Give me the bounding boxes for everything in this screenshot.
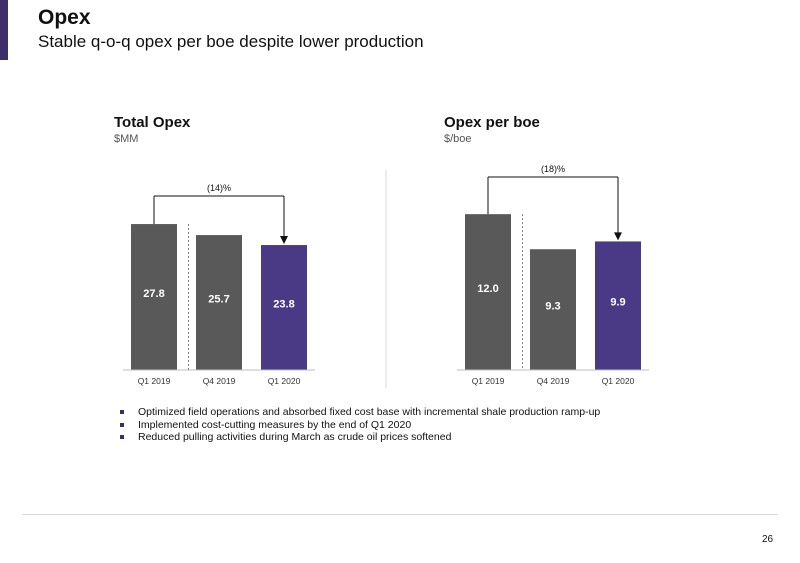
page-number: 26	[762, 534, 774, 545]
total-opex-bar	[261, 245, 307, 370]
bullet-list: Optimized field operations and absorbed …	[120, 406, 600, 444]
total-opex-category-label: Q1 2019	[138, 376, 171, 386]
opex-per-boe-category-label: Q4 2019	[537, 376, 570, 386]
bullet-item: Optimized field operations and absorbed …	[120, 406, 600, 419]
opex-per-boe-value-label: 9.9	[610, 297, 625, 309]
total-opex-category-label: Q1 2020	[268, 376, 301, 386]
opex-per-boe-category-label: Q1 2020	[602, 376, 635, 386]
opex-per-boe-arrowhead-icon	[614, 232, 622, 241]
opex-per-boe-bar	[465, 214, 511, 370]
total-opex-change-label: (14)%	[207, 183, 231, 193]
opex-per-boe-header: Opex per boe $/boe	[444, 114, 540, 145]
bullet-square-icon	[120, 435, 124, 440]
total-opex-header: Total Opex $MM	[114, 114, 190, 145]
opex-per-boe-title: Opex per boe	[444, 114, 540, 131]
opex-per-boe-unit: $/boe	[444, 133, 472, 145]
total-opex-title: Total Opex	[114, 114, 191, 131]
total-opex-unit: $MM	[114, 133, 139, 145]
bullet-square-icon	[120, 410, 124, 415]
total-opex-bar	[196, 235, 242, 370]
opex-per-boe-value-label: 9.3	[545, 301, 560, 313]
total-opex-category-label: Q4 2019	[203, 376, 236, 386]
accent-bar	[0, 0, 8, 60]
bullet-item: Implemented cost-cutting measures by the…	[120, 419, 600, 432]
opex-per-boe-bar	[530, 249, 576, 370]
total-opex-value-label: 27.8	[143, 288, 164, 300]
opex-per-boe-value-label: 12.0	[477, 283, 498, 295]
opex-per-boe-change-label: (18)%	[541, 164, 565, 174]
bullet-square-icon	[120, 422, 124, 427]
page-subtitle: Stable q-o-q opex per boe despite lower …	[38, 32, 424, 51]
opex-per-boe-category-label: Q1 2019	[472, 376, 505, 386]
page-title: Opex	[38, 6, 91, 29]
footer-divider	[22, 514, 778, 515]
total-opex-value-label: 23.8	[273, 299, 294, 311]
total-opex-arrowhead-icon	[280, 236, 288, 245]
bullet-item: Reduced pulling activities during March …	[120, 431, 600, 444]
total-opex-bar	[131, 224, 177, 370]
opex-per-boe-bar	[595, 241, 641, 370]
total-opex-value-label: 25.7	[208, 294, 229, 306]
charts-canvas: 27.8 Q1 2019 25.7 Q4 2019 23.8 Q1 2020 (14)% 12…	[123, 164, 649, 388]
